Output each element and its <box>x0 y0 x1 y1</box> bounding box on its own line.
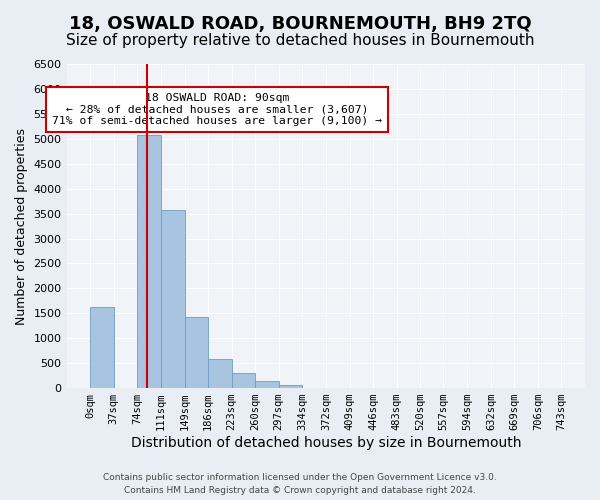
Bar <box>232 373 255 388</box>
Text: Size of property relative to detached houses in Bournemouth: Size of property relative to detached ho… <box>66 32 534 48</box>
Bar <box>185 318 208 388</box>
Text: Contains HM Land Registry data © Crown copyright and database right 2024.: Contains HM Land Registry data © Crown c… <box>124 486 476 495</box>
Text: 18, OSWALD ROAD, BOURNEMOUTH, BH9 2TQ: 18, OSWALD ROAD, BOURNEMOUTH, BH9 2TQ <box>68 15 532 33</box>
Bar <box>90 307 113 388</box>
Text: 18 OSWALD ROAD: 90sqm
← 28% of detached houses are smaller (3,607)
71% of semi-d: 18 OSWALD ROAD: 90sqm ← 28% of detached … <box>52 93 382 126</box>
Bar <box>278 385 302 388</box>
Bar <box>137 136 161 388</box>
Text: Contains public sector information licensed under the Open Government Licence v3: Contains public sector information licen… <box>103 474 497 482</box>
Bar <box>208 358 232 388</box>
Bar <box>161 210 185 388</box>
Y-axis label: Number of detached properties: Number of detached properties <box>15 128 28 324</box>
X-axis label: Distribution of detached houses by size in Bournemouth: Distribution of detached houses by size … <box>131 436 521 450</box>
Bar <box>255 381 278 388</box>
